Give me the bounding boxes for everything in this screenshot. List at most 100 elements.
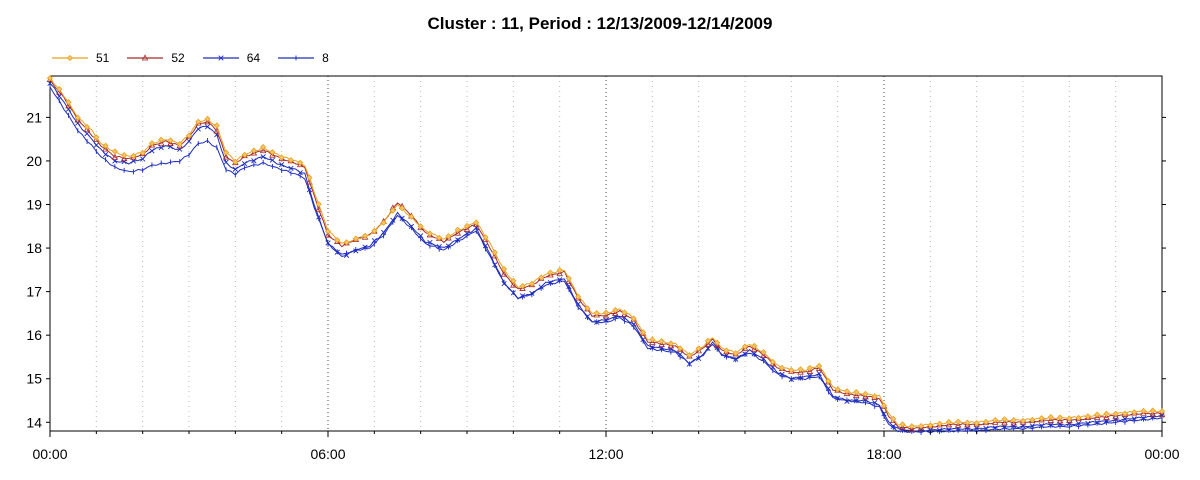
data-point bbox=[315, 201, 322, 208]
data-point bbox=[463, 222, 471, 229]
data-point bbox=[325, 240, 331, 246]
data-point bbox=[371, 238, 377, 244]
data-point bbox=[658, 337, 665, 345]
data-point bbox=[1001, 416, 1008, 423]
legend-swatch bbox=[127, 54, 164, 61]
data-point bbox=[862, 397, 869, 403]
data-point bbox=[1019, 417, 1027, 424]
legend-swatch bbox=[52, 54, 88, 62]
data-point bbox=[732, 350, 739, 357]
y-tick-label: 19 bbox=[26, 196, 42, 212]
data-point bbox=[195, 126, 201, 132]
grid bbox=[95, 76, 1117, 431]
data-point bbox=[343, 252, 350, 258]
data-point bbox=[1084, 413, 1091, 420]
data-point bbox=[575, 293, 582, 300]
data-point bbox=[890, 423, 896, 430]
x-tick-label: 00:00 bbox=[1144, 446, 1179, 462]
legend-label: 51 bbox=[96, 51, 110, 65]
data-point bbox=[167, 144, 174, 150]
data-point bbox=[120, 155, 128, 162]
x-tick-label: 12:00 bbox=[588, 446, 623, 462]
data-point bbox=[843, 390, 851, 397]
data-point bbox=[853, 388, 860, 396]
data-point bbox=[880, 402, 888, 409]
data-point bbox=[704, 340, 712, 347]
data-point bbox=[195, 118, 202, 125]
data-point bbox=[427, 239, 433, 246]
data-point bbox=[1047, 416, 1055, 423]
data-point bbox=[1001, 424, 1008, 430]
data-point bbox=[186, 138, 192, 144]
data-point bbox=[501, 265, 508, 273]
data-point bbox=[1140, 415, 1147, 421]
data-point bbox=[389, 207, 396, 214]
data-point bbox=[519, 283, 526, 290]
data-point bbox=[158, 144, 164, 151]
data-point bbox=[528, 280, 535, 287]
data-point bbox=[1150, 414, 1156, 420]
x-tick-label: 06:00 bbox=[310, 446, 345, 462]
data-point bbox=[557, 277, 563, 283]
data-point bbox=[139, 149, 146, 156]
data-point bbox=[612, 307, 619, 314]
data-point bbox=[1149, 410, 1157, 417]
data-point bbox=[566, 283, 572, 290]
data-point bbox=[1085, 420, 1091, 427]
legend-label: 8 bbox=[322, 51, 329, 65]
data-point bbox=[482, 243, 489, 249]
data-point bbox=[584, 313, 591, 320]
y-tick-label: 15 bbox=[26, 371, 42, 387]
x-axis: 00:00 06:00 12:00 18:00 00:00 bbox=[32, 431, 1180, 462]
data-point bbox=[695, 347, 702, 354]
data-point bbox=[760, 349, 767, 356]
data-point bbox=[482, 234, 489, 241]
data-point bbox=[1029, 423, 1035, 429]
data-point bbox=[649, 336, 656, 343]
data-point bbox=[696, 355, 702, 362]
data-point bbox=[992, 425, 998, 431]
data-point bbox=[399, 205, 406, 212]
data-point bbox=[1038, 415, 1045, 422]
legend-swatch bbox=[278, 55, 315, 61]
x-tick-label: 18:00 bbox=[866, 446, 901, 462]
data-point bbox=[852, 392, 860, 399]
y-tick-label: 14 bbox=[26, 414, 42, 430]
data-point bbox=[83, 125, 91, 132]
data-point bbox=[1075, 414, 1082, 421]
data-point bbox=[779, 364, 786, 372]
legend-item-51[interactable]: 51 bbox=[52, 51, 109, 65]
data-point bbox=[788, 376, 794, 383]
data-point bbox=[872, 400, 878, 406]
legend-item-64[interactable]: 64 bbox=[202, 51, 260, 65]
data-point bbox=[723, 347, 730, 354]
data-point bbox=[1122, 416, 1128, 422]
y-tick-label: 20 bbox=[26, 153, 42, 169]
legend-item-8[interactable]: 8 bbox=[278, 51, 329, 65]
data-point bbox=[704, 337, 711, 344]
data-point bbox=[74, 114, 81, 121]
data-point bbox=[491, 249, 498, 256]
data-point bbox=[218, 55, 224, 61]
data-point bbox=[93, 142, 99, 148]
data-point bbox=[1158, 408, 1166, 415]
data-point bbox=[259, 147, 267, 154]
data-point bbox=[232, 166, 238, 172]
data-point bbox=[797, 368, 804, 375]
data-point bbox=[56, 93, 62, 99]
data-point bbox=[213, 122, 220, 129]
data-point bbox=[686, 352, 693, 359]
legend-item-52[interactable]: 52 bbox=[127, 51, 185, 65]
data-point bbox=[946, 427, 952, 433]
data-point bbox=[148, 140, 155, 147]
y-tick-label: 21 bbox=[26, 109, 42, 125]
data-point bbox=[121, 152, 128, 159]
data-point bbox=[1075, 420, 1082, 426]
data-point bbox=[547, 269, 554, 276]
data-point bbox=[111, 148, 118, 155]
data-point bbox=[306, 174, 313, 181]
data-point bbox=[519, 284, 526, 291]
data-point bbox=[658, 341, 665, 348]
data-point bbox=[584, 305, 591, 312]
